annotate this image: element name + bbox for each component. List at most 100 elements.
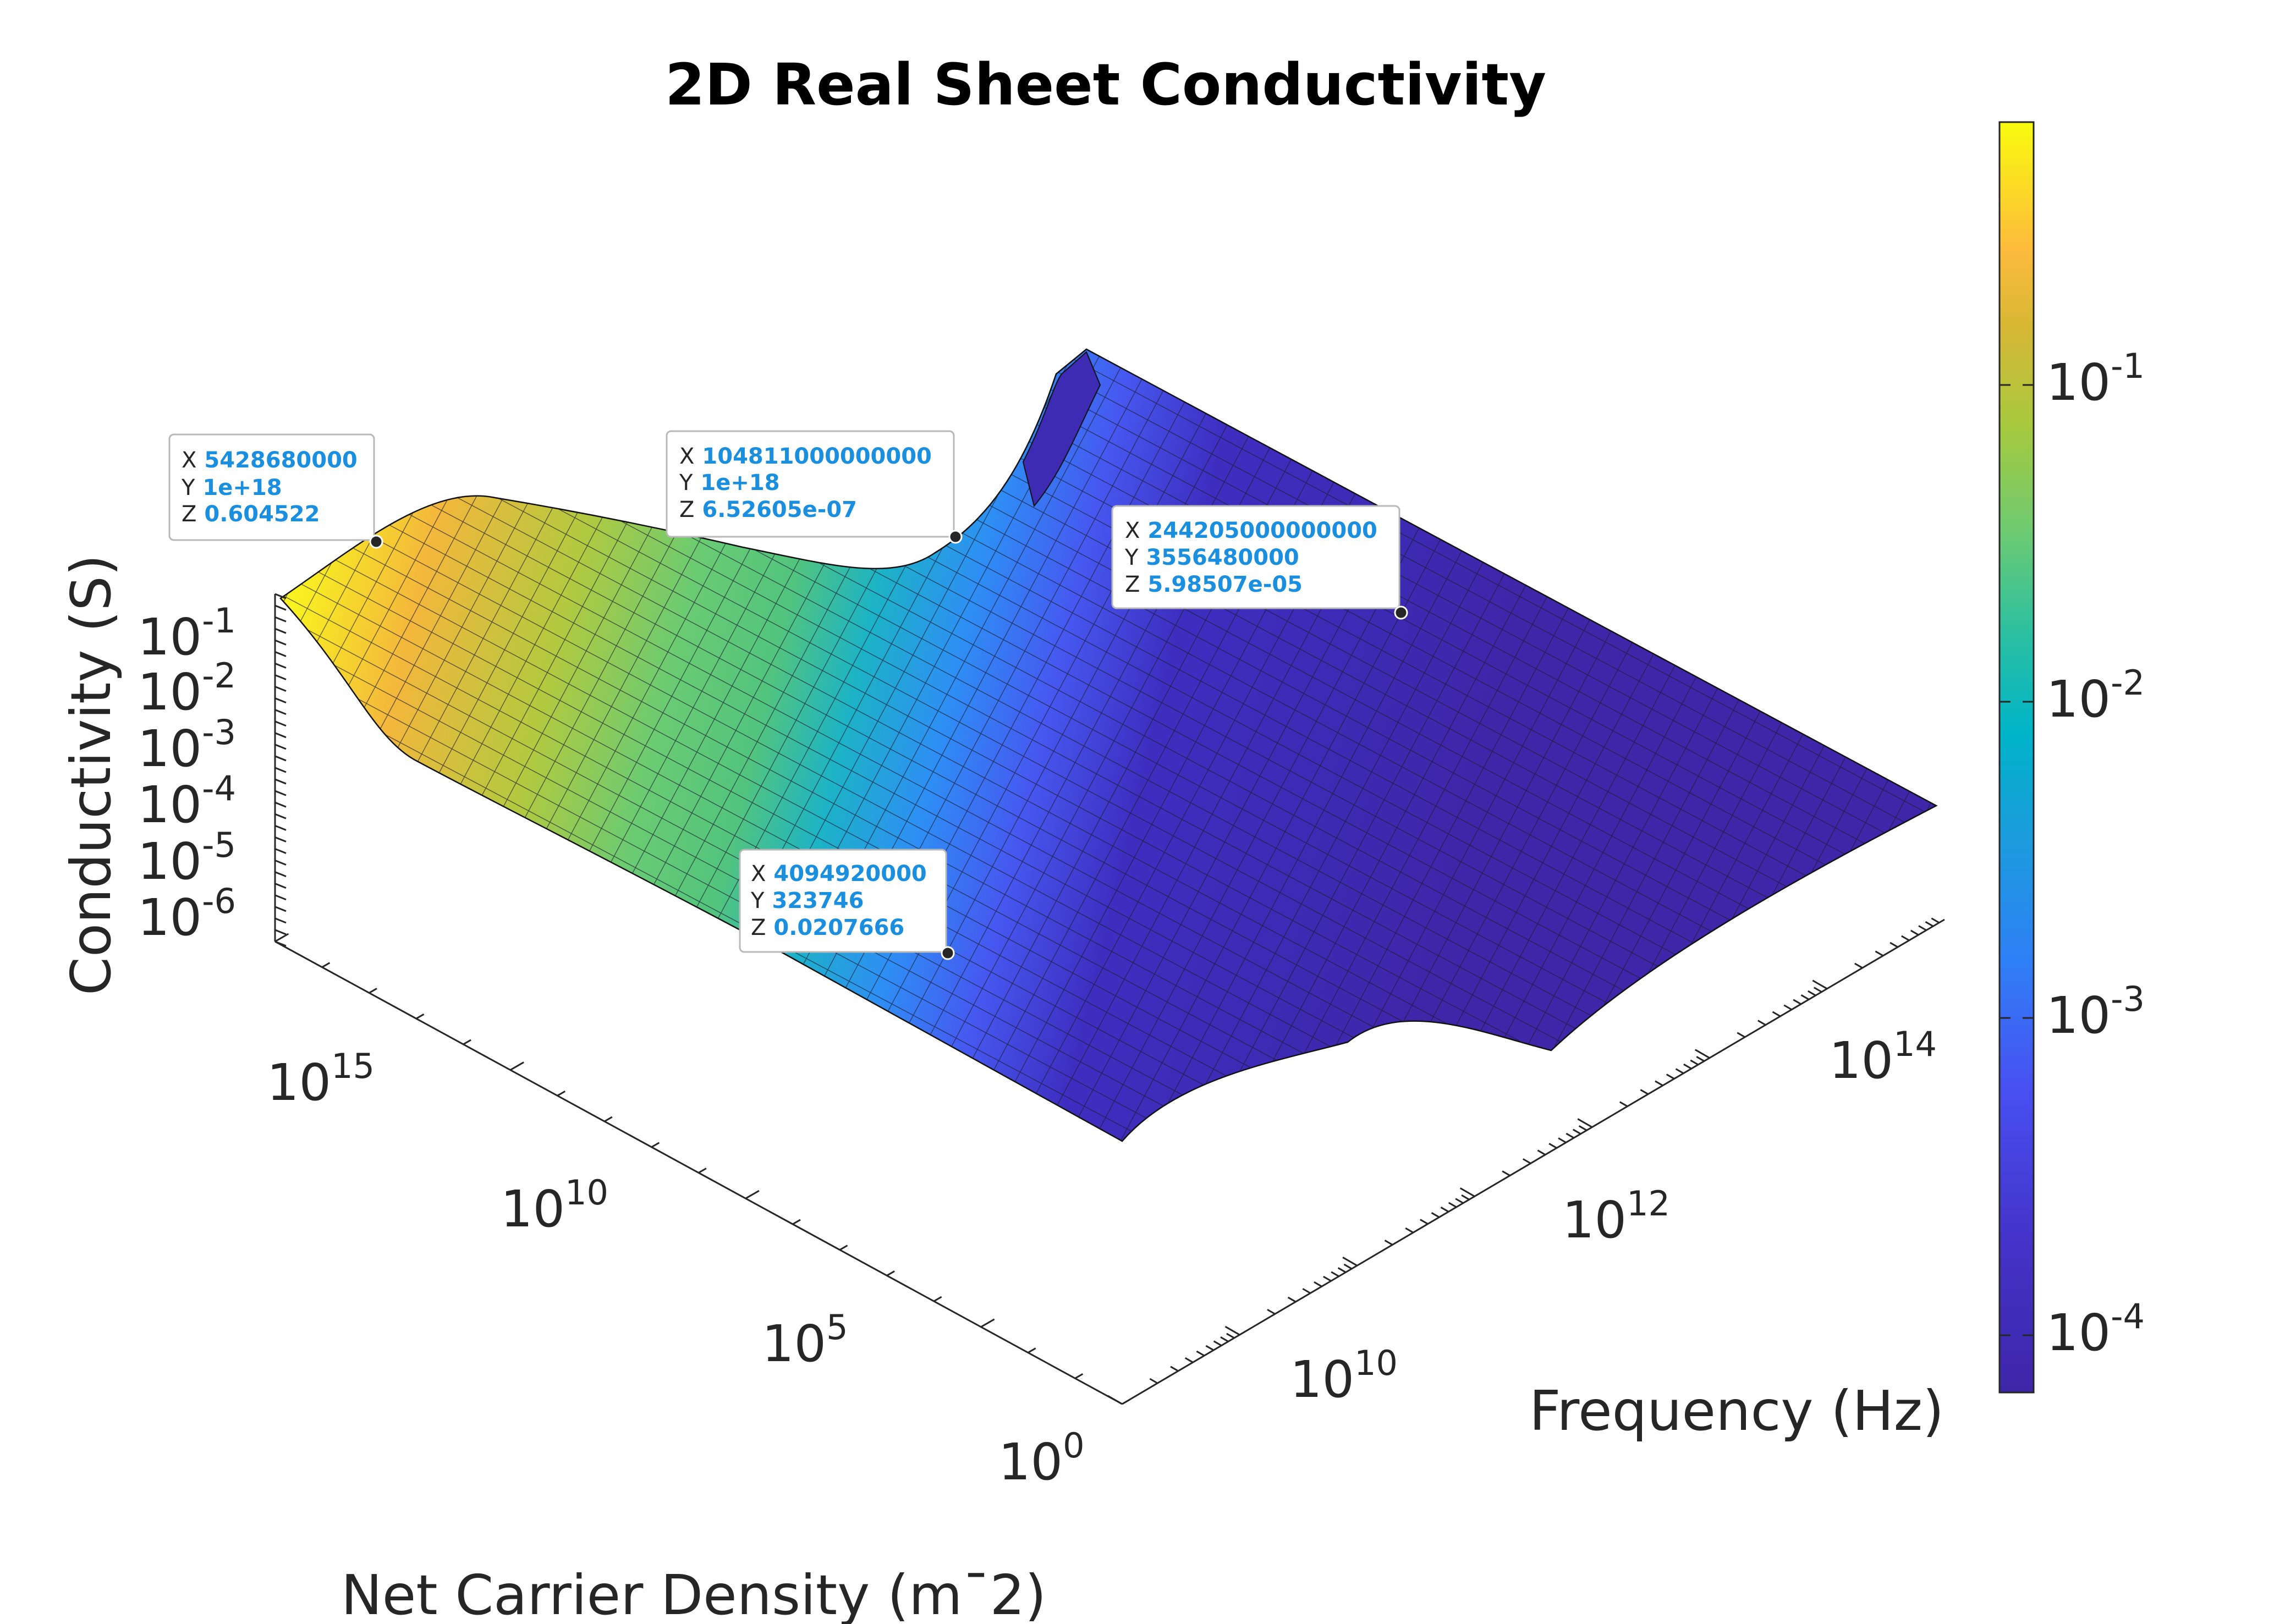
x-tick-mark [1170,1366,1179,1372]
chart-title: 2D Real Sheet Conductivity [665,51,1546,118]
y-tick-mark [980,1318,995,1328]
z-tick-mark [274,894,287,901]
z-tick-mark [274,836,287,843]
x-tick-mark [1405,1227,1414,1234]
x-tick-mark [1384,1240,1393,1246]
x-tick-mark [1889,942,1898,948]
z-tick-mark [274,860,287,866]
x-tick-mark [1331,1271,1339,1278]
z-tick-mark [274,906,287,912]
y-tick-mark [651,1142,660,1148]
x-tick-mark [1655,1080,1663,1087]
datatip[interactable]: X 4094920000 Y 323746 Z 0.0207666 [739,849,955,960]
x-tick-mark [1666,1074,1675,1080]
y-tick-mark [415,1013,425,1020]
x-tick-mark [1918,925,1927,931]
colorbar-tick-label: 10-3 [2046,979,2145,1045]
z-tick-mark [274,720,287,727]
z-tick-mark [274,871,287,877]
y-tick-mark [886,1270,895,1276]
x-tick-mark [1695,1049,1710,1059]
x-tick-mark [1783,1004,1792,1011]
z-tick-mark [274,883,287,889]
x-tick-mark [1772,1011,1781,1017]
y-tick-label: 1015 [267,1046,375,1112]
colorbar: 10-1 10-2 10-3 10-4 [1998,121,2145,1394]
y-tick-labels: 1015 1010 105 100 [267,1046,1085,1491]
z-tick-mark [274,744,287,750]
z-tick-mark [274,663,287,669]
x-tick-mark [1205,1345,1214,1351]
x-tick-mark [1107,1395,1123,1405]
x-tick-mark [1420,1219,1429,1225]
x-tick-mark [1925,921,1934,927]
x-tick-mark [1572,1128,1581,1135]
y-tick-mark [933,1296,942,1302]
x-tick-mark [1757,1020,1766,1026]
x-tick-mark [1901,935,1910,942]
y-tick-mark [369,988,377,994]
x-tick-mark [1683,1063,1692,1070]
z-axis-tick-marks [274,593,287,947]
x-tick-mark [1577,1118,1593,1128]
x-tick-mark [1196,1350,1205,1357]
z-tick-mark [274,755,287,762]
x-tick-mark [1737,1032,1745,1038]
z-tick-mark [274,790,287,796]
z-tick-mark [274,929,287,935]
datatip-x: X 244205000000000 [1125,518,1377,543]
datatip[interactable]: X 104811000000000 Y 1e+18 Z 6.52605e-07 [666,430,963,544]
datatip-x: X 104811000000000 [679,444,932,469]
z-tick-mark [274,813,287,819]
y-tick-mark [463,1039,471,1045]
x-tick-mark [1337,1267,1347,1273]
z-tick-mark [274,686,287,692]
z-tick-label: 10-1 [138,601,236,667]
x-tick-mark [1566,1132,1574,1139]
x-axis-label: Frequency (Hz) [1529,1379,1944,1443]
x-tick-label: 1014 [1829,1024,1937,1090]
z-tick-mark [274,848,287,854]
x-tick-mark [1808,990,1816,997]
x-tick-mark [1522,1158,1531,1164]
z-tick-mark [274,627,287,634]
x-tick-labels: 1010 1012 1014 [1290,1024,1937,1409]
z-axis-label: Conductivity (S) [59,554,123,995]
y-axis-tick-marks [274,933,1130,1405]
z-tick-label: 10-5 [138,825,236,891]
x-tick-mark [1800,994,1810,1000]
x-tick-mark [1793,999,1801,1005]
y-tick-mark [745,1190,760,1199]
x-tick-mark [1461,1194,1470,1201]
z-tick-label: 10-4 [138,768,236,834]
datatip-marker [941,946,955,960]
datatip-x: X 5428680000 [182,448,358,473]
x-axis-tick-marks [1107,917,1940,1405]
z-tick-label: 10-6 [138,881,236,947]
x-tick-mark [1459,1187,1475,1197]
colorbar-gradient [1998,121,2035,1394]
datatip-y: Y 3556480000 [1124,545,1299,570]
datatip-z: Z 0.604522 [182,502,320,527]
x-tick-mark [1343,1263,1353,1270]
x-tick-mark [1226,1333,1235,1339]
x-tick-mark [1537,1149,1546,1155]
y-tick-mark [1028,1347,1036,1353]
y-tick-mark [274,933,289,943]
x-tick-mark [1812,979,1828,990]
y-tick-mark [321,962,331,968]
datatip-z: Z 0.0207666 [751,915,904,940]
colorbar-tick-marks [2000,384,2034,1336]
x-tick-mark [1813,987,1822,993]
datatip-y: Y 323746 [750,888,864,913]
datatip-marker [1394,605,1408,620]
x-tick-mark [1455,1198,1464,1204]
x-tick-mark [1448,1202,1457,1208]
datatip[interactable]: X 5428680000 Y 1e+18 Z 0.604522 [168,433,383,549]
y-axis-label: Net Carrier Density (m¯2) [341,1563,1046,1624]
datatip-z: Z 5.98507e-05 [1125,572,1303,597]
z-tick-mark [274,824,287,831]
x-tick-mark [1696,1056,1705,1062]
datatip[interactable]: X 244205000000000 Y 3556480000 Z 5.98507e-0… [1111,505,1408,620]
